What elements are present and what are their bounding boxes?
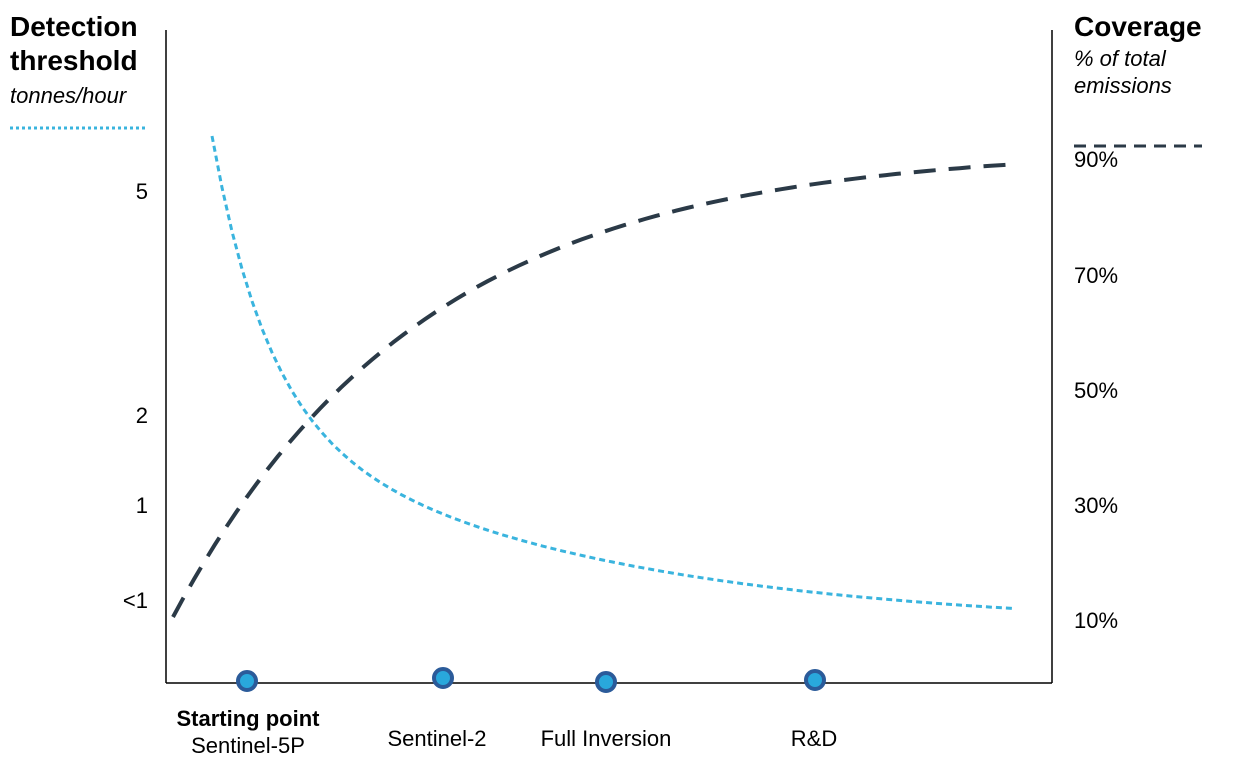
right-tick-label: 70% xyxy=(1074,263,1118,288)
right-tick-label: 90% xyxy=(1074,147,1118,172)
right-tick-label: 10% xyxy=(1074,608,1118,633)
coverage-curve xyxy=(171,162,1013,618)
category-marker xyxy=(804,669,826,691)
right-axis-unit: % of total emissions xyxy=(1074,46,1172,98)
x-label-bold: Starting point xyxy=(177,706,321,731)
category-marker xyxy=(236,670,258,692)
left-tick-label: 1 xyxy=(136,493,148,518)
right-tick-label: 50% xyxy=(1074,378,1118,403)
left-tick-label: <1 xyxy=(123,588,148,613)
category-marker xyxy=(595,671,617,693)
left-axis-title: Detection threshold xyxy=(10,11,138,76)
right-axis-title: Coverage xyxy=(1074,11,1202,42)
left-tick-label: 2 xyxy=(136,403,148,428)
left-axis-unit: tonnes/hour xyxy=(10,83,127,108)
x-label: Sentinel-2 xyxy=(387,726,486,751)
left-tick-label: 5 xyxy=(136,179,148,204)
x-label: R&D xyxy=(791,726,837,751)
category-marker xyxy=(432,667,454,689)
right-tick-label: 30% xyxy=(1074,493,1118,518)
threshold-curve xyxy=(210,135,1013,610)
x-label: Sentinel-5P xyxy=(191,733,305,758)
x-label: Full Inversion xyxy=(541,726,672,751)
